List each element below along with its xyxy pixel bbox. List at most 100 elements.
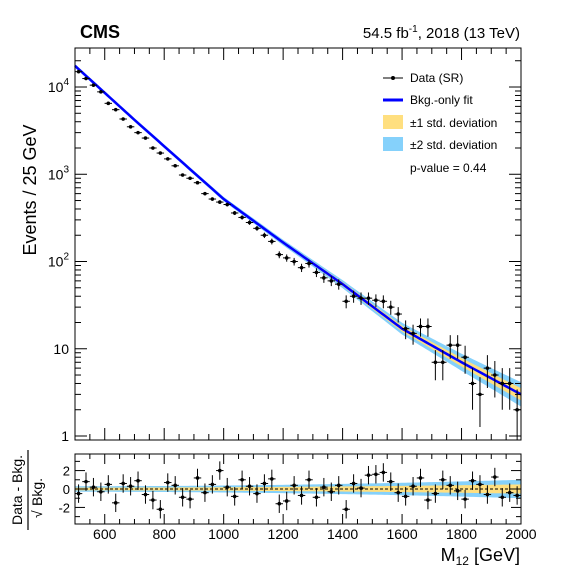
- ratio-point: [193, 468, 202, 488]
- ratio-point: [349, 474, 358, 493]
- legend-band2-swatch: [383, 137, 403, 151]
- ratio-point: [439, 470, 447, 489]
- ratio-point: [141, 485, 150, 504]
- ratio-point-marker: [292, 483, 296, 488]
- ratio-point: [387, 472, 395, 491]
- data-point: [275, 251, 283, 259]
- data-point: [253, 225, 261, 231]
- ratio-point: [134, 471, 142, 490]
- ratio-point-marker: [351, 481, 356, 486]
- ratio-point: [282, 491, 291, 511]
- ratio-point-marker: [106, 482, 111, 487]
- ratio-point: [364, 465, 373, 485]
- x-tick-label: 2000: [505, 526, 536, 542]
- data-point: [453, 335, 462, 359]
- ratio-point-marker: [262, 481, 267, 486]
- ratio-point: [312, 488, 321, 507]
- ratio-y-ticks: -2 0 2: [58, 460, 521, 518]
- legend-data-marker: [391, 76, 395, 80]
- data-point-marker: [128, 124, 133, 129]
- ratio-y-tick-label: 0: [63, 482, 70, 497]
- ratio-point-marker: [329, 489, 334, 494]
- ratio-point: [149, 490, 157, 510]
- data-point: [335, 279, 343, 290]
- ratio-point: [491, 467, 499, 487]
- data-point-marker: [396, 312, 401, 316]
- ratio-point: [342, 500, 350, 519]
- data-point: [498, 368, 506, 410]
- ratio-point: [126, 477, 135, 496]
- ratio-point-marker: [99, 489, 103, 494]
- ratio-point: [424, 490, 432, 510]
- data-point-marker: [158, 151, 163, 155]
- ratio-point: [268, 469, 276, 489]
- data-point: [446, 335, 454, 359]
- data-point: [178, 173, 187, 177]
- ratio-point: [409, 477, 417, 496]
- data-point: [349, 290, 358, 303]
- data-point: [238, 215, 246, 220]
- data-point: [431, 350, 440, 381]
- ratio-point-marker: [165, 480, 170, 485]
- data-point-marker: [180, 173, 185, 177]
- ratio-point-marker: [441, 477, 445, 482]
- data-point-marker: [136, 130, 140, 135]
- data-point: [312, 268, 321, 278]
- legend-band1-swatch: [383, 115, 403, 129]
- x-tick-label: 800: [153, 526, 177, 542]
- ratio-point: [453, 481, 462, 501]
- data-point-marker: [284, 256, 289, 260]
- ratio-point: [498, 488, 506, 507]
- data-point-marker: [218, 200, 222, 204]
- data-point-marker: [366, 296, 371, 300]
- data-point: [357, 292, 365, 305]
- data-point-marker: [329, 279, 334, 283]
- data-point: [223, 202, 231, 207]
- data-point-marker: [314, 270, 319, 275]
- ratio-point-marker: [180, 495, 185, 500]
- data-point-marker: [195, 180, 200, 185]
- data-point: [372, 294, 380, 308]
- ratio-y-tick-label: 2: [63, 464, 70, 479]
- ratio-point-marker: [284, 499, 289, 503]
- data-point: [320, 273, 328, 283]
- ratio-point-marker: [76, 491, 81, 496]
- ratio-point: [476, 475, 484, 494]
- ratio-point: [372, 465, 380, 484]
- fit-curve-group: [74, 64, 522, 396]
- ratio-point: [327, 482, 336, 501]
- ratio-point-marker: [203, 490, 207, 495]
- ratio-point-marker: [210, 482, 215, 487]
- data-point: [230, 211, 239, 216]
- data-point-marker: [232, 211, 237, 215]
- ratio-point: [89, 477, 98, 497]
- data-point: [171, 164, 179, 168]
- data-point: [186, 176, 194, 181]
- data-point: [126, 124, 135, 129]
- band-1sigma: [75, 64, 521, 401]
- ratio-point-marker: [314, 495, 319, 500]
- data-point-marker: [322, 276, 326, 280]
- legend-data-label: Data (SR): [410, 71, 463, 85]
- ratio-point-marker: [136, 478, 140, 483]
- ratio-point-marker: [188, 497, 192, 501]
- ratio-point-marker: [255, 491, 259, 496]
- ratio-points-group: [74, 461, 521, 519]
- ratio-y-axis-label: Data - Bkg. √ Bkg.: [9, 450, 45, 530]
- data-point: [476, 377, 484, 428]
- data-point-marker: [113, 107, 118, 112]
- ratio-point-marker: [366, 473, 371, 477]
- ratio-point: [253, 484, 261, 503]
- ratio-point-marker: [270, 477, 274, 481]
- data-point: [112, 107, 120, 112]
- ratio-point-marker: [121, 481, 125, 486]
- ratio-point: [156, 500, 165, 519]
- data-point: [149, 146, 157, 150]
- data-point: [104, 101, 113, 106]
- ratio-point-marker: [218, 468, 222, 473]
- data-point-marker: [403, 326, 408, 331]
- data-point-marker: [262, 233, 267, 238]
- data-point-marker: [485, 366, 490, 370]
- ratio-point: [97, 482, 105, 501]
- ratio-point-marker: [403, 494, 408, 499]
